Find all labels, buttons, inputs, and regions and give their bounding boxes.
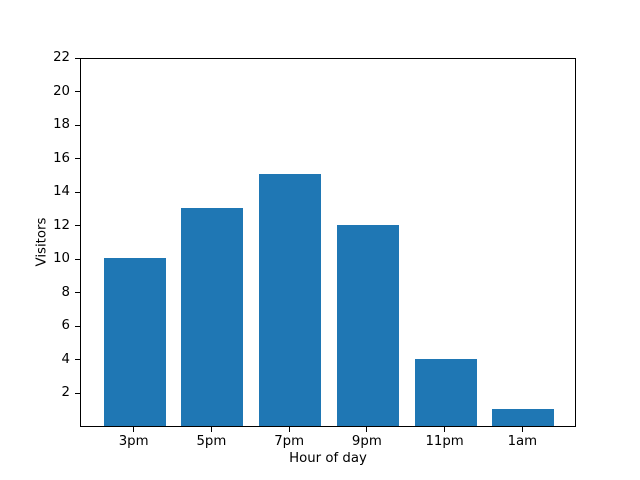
- y-tick: [75, 292, 80, 294]
- y-tick-label: 8: [61, 284, 70, 300]
- x-axis-label: Hour of day: [289, 451, 367, 466]
- y-tick: [75, 124, 80, 126]
- plot-area: [80, 58, 576, 427]
- bar: [259, 174, 322, 426]
- x-tick-label: 5pm: [196, 434, 227, 449]
- bar: [103, 258, 166, 426]
- bar: [336, 224, 399, 426]
- y-tick: [75, 91, 80, 93]
- x-tick-label: 11pm: [425, 434, 464, 449]
- x-tick: [133, 427, 135, 432]
- y-tick-label: 20: [53, 83, 70, 99]
- y-tick-label: 2: [61, 385, 70, 401]
- x-tick-label: 9pm: [351, 434, 382, 449]
- y-tick-label: 10: [53, 251, 70, 267]
- y-tick: [75, 392, 80, 394]
- y-tick: [75, 258, 80, 260]
- x-tick: [444, 427, 446, 432]
- y-tick: [75, 191, 80, 193]
- x-tick-label: 7pm: [274, 434, 305, 449]
- x-tick: [366, 427, 368, 432]
- y-tick: [75, 225, 80, 227]
- y-tick-label: 16: [53, 150, 70, 166]
- x-tick: [288, 427, 290, 432]
- y-tick: [75, 359, 80, 361]
- y-tick: [75, 325, 80, 327]
- y-tick-label: 6: [61, 318, 70, 334]
- bar: [181, 207, 244, 426]
- x-tick: [210, 427, 212, 432]
- y-tick: [75, 158, 80, 160]
- y-tick-label: 12: [53, 217, 70, 233]
- y-tick-label: 22: [53, 50, 70, 65]
- bar: [414, 358, 477, 426]
- y-tick-label: 4: [61, 351, 70, 367]
- y-tick: [75, 57, 80, 59]
- y-tick-label: 14: [53, 184, 70, 200]
- x-tick: [521, 427, 523, 432]
- x-tick-label: 3pm: [118, 434, 149, 449]
- x-tick-label: 1am: [507, 434, 538, 449]
- y-tick-label: 18: [53, 117, 70, 133]
- bar: [492, 409, 555, 426]
